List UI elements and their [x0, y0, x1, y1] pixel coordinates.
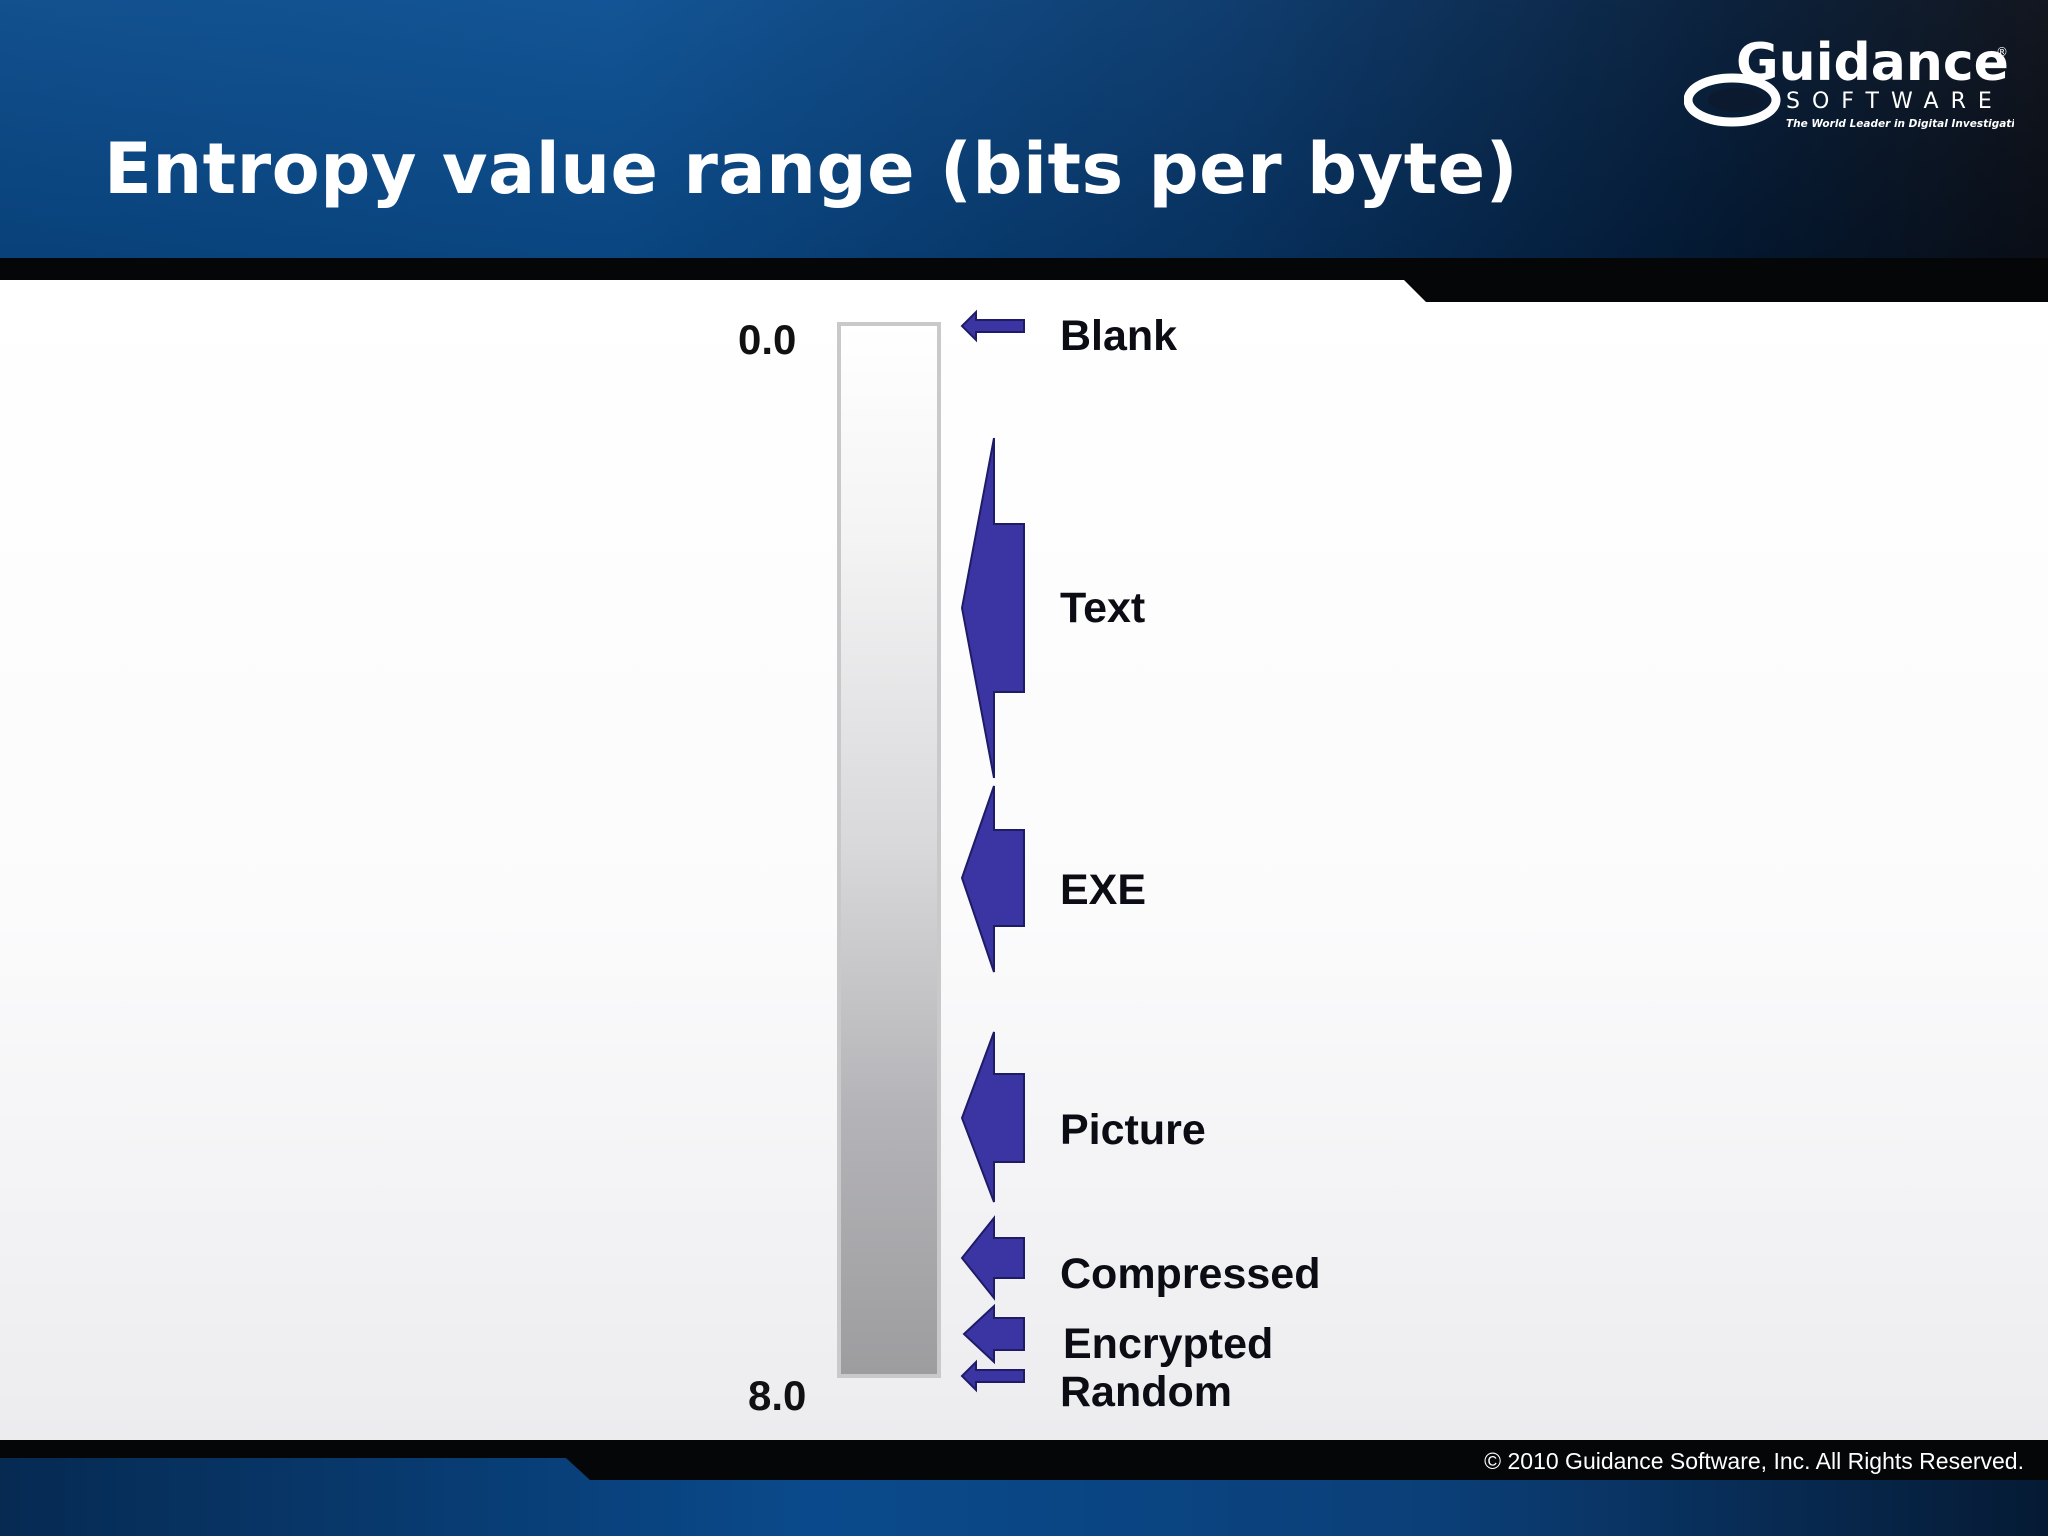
encrypted-range-arrow-icon: [962, 1303, 1025, 1365]
category-label-text: Text: [1060, 584, 1146, 632]
header-banner: [0, 0, 2048, 262]
category-label-blank: Blank: [1060, 312, 1178, 360]
category-label-encrypted: Encrypted: [1063, 1320, 1274, 1368]
logo-tagline: The World Leader in Digital Investigatio…: [1786, 118, 2014, 130]
random-arrow-icon: [960, 1359, 1025, 1393]
logo-swirl-icon: [1684, 73, 1781, 127]
scale-max-label: 8.0: [748, 1372, 807, 1419]
scale-min-label: 0.0: [738, 316, 797, 363]
page-title: Entropy value range (bits per byte): [104, 128, 1519, 210]
entropy-scale-bar: [837, 322, 941, 1378]
logo-registered-mark: ®: [1996, 45, 2008, 59]
category-label-picture: Picture: [1060, 1106, 1206, 1154]
picture-range-arrow-icon: [960, 1031, 1025, 1203]
category-label-exe: EXE: [1060, 866, 1147, 914]
blank-arrow-icon: [960, 309, 1025, 343]
compressed-range-arrow-icon: [960, 1215, 1025, 1301]
category-label-compressed: Compressed: [1060, 1250, 1321, 1298]
category-label-random: Random: [1060, 1368, 1232, 1416]
copyright-text: © 2010 Guidance Software, Inc. All Right…: [1484, 1448, 2024, 1474]
text-range-arrow-icon: [960, 437, 1025, 779]
exe-range-arrow-icon: [960, 785, 1025, 973]
logo-subtitle: SOFTWARE: [1786, 89, 2004, 114]
header-divider-band: [0, 258, 2048, 302]
footer-divider-band: [0, 1440, 2048, 1480]
logo-name: Guidance: [1736, 34, 2009, 93]
guidance-software-logo: Guidance ® SOFTWARE The World Leader in …: [1684, 34, 2014, 130]
